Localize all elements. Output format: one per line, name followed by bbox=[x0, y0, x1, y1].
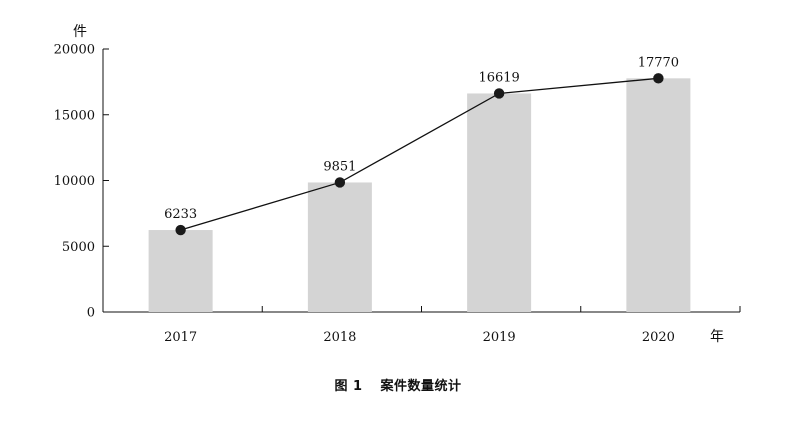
y-axis-unit-label: 件 bbox=[73, 24, 87, 40]
point-2019 bbox=[493, 88, 505, 99]
bars bbox=[148, 78, 691, 313]
data-points bbox=[175, 73, 664, 236]
data-label-2017: 6233 bbox=[164, 207, 197, 222]
figure-caption: 图 1 案件数量统计 bbox=[0, 375, 796, 394]
point-2020 bbox=[653, 73, 664, 84]
y-tick-label: 15000 bbox=[54, 108, 95, 123]
y-tick-label: 0 bbox=[87, 306, 95, 321]
y-tick-label: 20000 bbox=[54, 43, 95, 58]
figure-number: 图 1 bbox=[334, 379, 363, 394]
bar-2018 bbox=[307, 182, 372, 312]
bar-2017 bbox=[148, 230, 213, 312]
x-tick-label: 2019 bbox=[483, 330, 516, 345]
point-2017 bbox=[175, 224, 186, 236]
x-axis-unit-label: 年 bbox=[710, 329, 724, 345]
y-axis: 0 5000 10000 15000 20000 bbox=[54, 43, 109, 321]
bar-2020 bbox=[626, 78, 691, 313]
y-tick-label: 10000 bbox=[54, 174, 95, 189]
point-2018 bbox=[334, 177, 346, 188]
trend-line bbox=[180, 77, 659, 231]
data-label-2019: 16619 bbox=[478, 70, 519, 85]
y-tick-label: 5000 bbox=[62, 240, 95, 255]
x-tick-label: 2017 bbox=[164, 330, 197, 345]
figure-title: 案件数量统计 bbox=[380, 379, 462, 394]
series-line bbox=[180, 77, 659, 231]
x-tick-label: 2020 bbox=[642, 330, 675, 345]
data-label-2020: 17770 bbox=[638, 55, 679, 70]
bar-2019 bbox=[467, 93, 532, 313]
data-label-2018: 9851 bbox=[323, 159, 356, 174]
x-tick-label: 2018 bbox=[323, 330, 356, 345]
data-labels: 6233 9851 16619 17770 bbox=[164, 55, 679, 222]
